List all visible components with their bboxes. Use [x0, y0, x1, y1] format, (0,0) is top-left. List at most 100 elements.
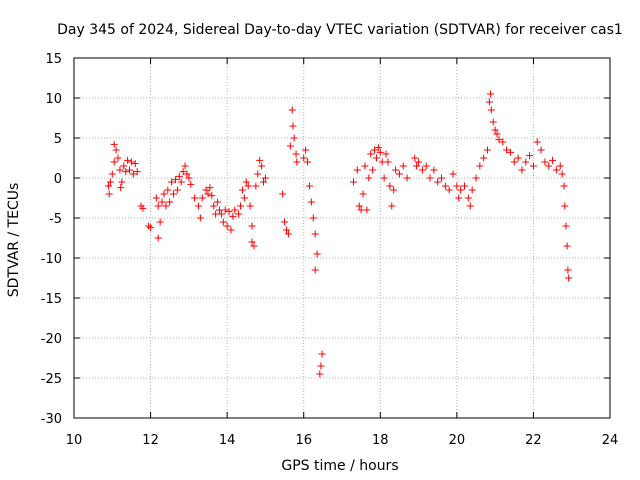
data-point: [384, 158, 392, 166]
x-tick-label: 14: [219, 433, 236, 448]
data-point: [541, 158, 549, 166]
data-point: [438, 174, 446, 182]
data-point: [117, 184, 125, 192]
data-point: [526, 152, 534, 160]
data-point: [510, 158, 518, 166]
data-point: [183, 170, 191, 178]
data-point: [455, 194, 463, 202]
data-point: [246, 202, 254, 210]
data-point: [120, 162, 128, 170]
data-point: [170, 190, 178, 198]
data-point: [242, 178, 250, 186]
data-point: [468, 186, 476, 194]
data-point: [499, 138, 507, 146]
data-point: [162, 202, 170, 210]
data-point: [229, 212, 237, 220]
data-point: [489, 118, 497, 126]
data-point: [365, 174, 373, 182]
data-point: [258, 162, 266, 170]
data-point: [217, 210, 225, 218]
data-point: [194, 202, 202, 210]
x-tick-label: 16: [295, 433, 312, 448]
data-point: [461, 182, 469, 190]
data-point: [445, 186, 453, 194]
data-point: [506, 148, 514, 156]
plot-frame: [73, 57, 611, 419]
data-point: [304, 158, 312, 166]
data-point: [565, 274, 573, 282]
data-point: [127, 158, 135, 166]
data-point: [110, 158, 118, 166]
data-point: [472, 174, 480, 182]
data-point: [221, 206, 229, 214]
data-point: [476, 162, 484, 170]
data-point: [380, 174, 388, 182]
data-point: [382, 150, 390, 158]
data-point: [561, 202, 569, 210]
data-point: [108, 170, 116, 178]
data-point: [487, 90, 495, 98]
data-point: [122, 168, 130, 176]
data-point: [311, 266, 319, 274]
data-point: [177, 178, 185, 186]
data-point: [171, 176, 179, 184]
x-tick-label: 18: [372, 433, 389, 448]
data-point: [261, 174, 269, 182]
data-point: [313, 250, 321, 258]
y-tick-label: -25: [41, 372, 62, 387]
data-point: [173, 186, 181, 194]
data-point: [522, 158, 530, 166]
x-tick-label: 24: [602, 433, 619, 448]
data-point: [430, 166, 438, 174]
data-point: [286, 142, 294, 150]
data-point: [105, 190, 113, 198]
data-point: [154, 202, 162, 210]
data-point: [237, 202, 245, 210]
data-point: [284, 230, 292, 238]
data-point: [206, 184, 214, 192]
data-point: [279, 190, 287, 198]
data-point: [248, 222, 256, 230]
data-point: [214, 198, 222, 206]
data-points: [104, 90, 573, 378]
data-point: [160, 190, 168, 198]
data-point: [464, 194, 472, 202]
y-tick-label: -15: [41, 292, 62, 307]
data-point: [118, 178, 126, 186]
data-point: [152, 194, 160, 202]
data-point: [281, 218, 289, 226]
data-point: [483, 146, 491, 154]
grid-lines: [74, 58, 610, 418]
data-point: [485, 98, 493, 106]
data-point: [126, 166, 134, 174]
data-point: [413, 162, 421, 170]
data-point: [248, 238, 256, 246]
data-point: [156, 218, 164, 226]
data-point: [355, 202, 363, 210]
data-point: [106, 178, 114, 186]
data-point: [411, 154, 419, 162]
x-tick-label: 10: [66, 433, 83, 448]
data-point: [252, 182, 260, 190]
data-point: [399, 162, 407, 170]
data-point: [289, 122, 297, 130]
data-point: [317, 362, 325, 370]
data-point: [491, 126, 499, 134]
data-point: [282, 226, 290, 234]
data-point: [219, 218, 227, 226]
chart-title: Day 345 of 2024, Sidereal Day-to-day VTE…: [57, 22, 623, 38]
data-point: [145, 222, 153, 230]
data-point: [392, 166, 400, 174]
data-point: [185, 174, 193, 182]
data-point: [560, 182, 568, 190]
data-point: [110, 140, 118, 148]
x-tick-label: 22: [525, 433, 542, 448]
data-point: [139, 204, 147, 212]
y-tick-label: -10: [41, 252, 62, 267]
data-point: [158, 198, 166, 206]
data-point: [367, 150, 375, 158]
data-point: [386, 182, 394, 190]
data-point: [290, 134, 298, 142]
data-point: [223, 222, 231, 230]
y-axis-label: SDTVAR / TECUs: [6, 183, 22, 298]
